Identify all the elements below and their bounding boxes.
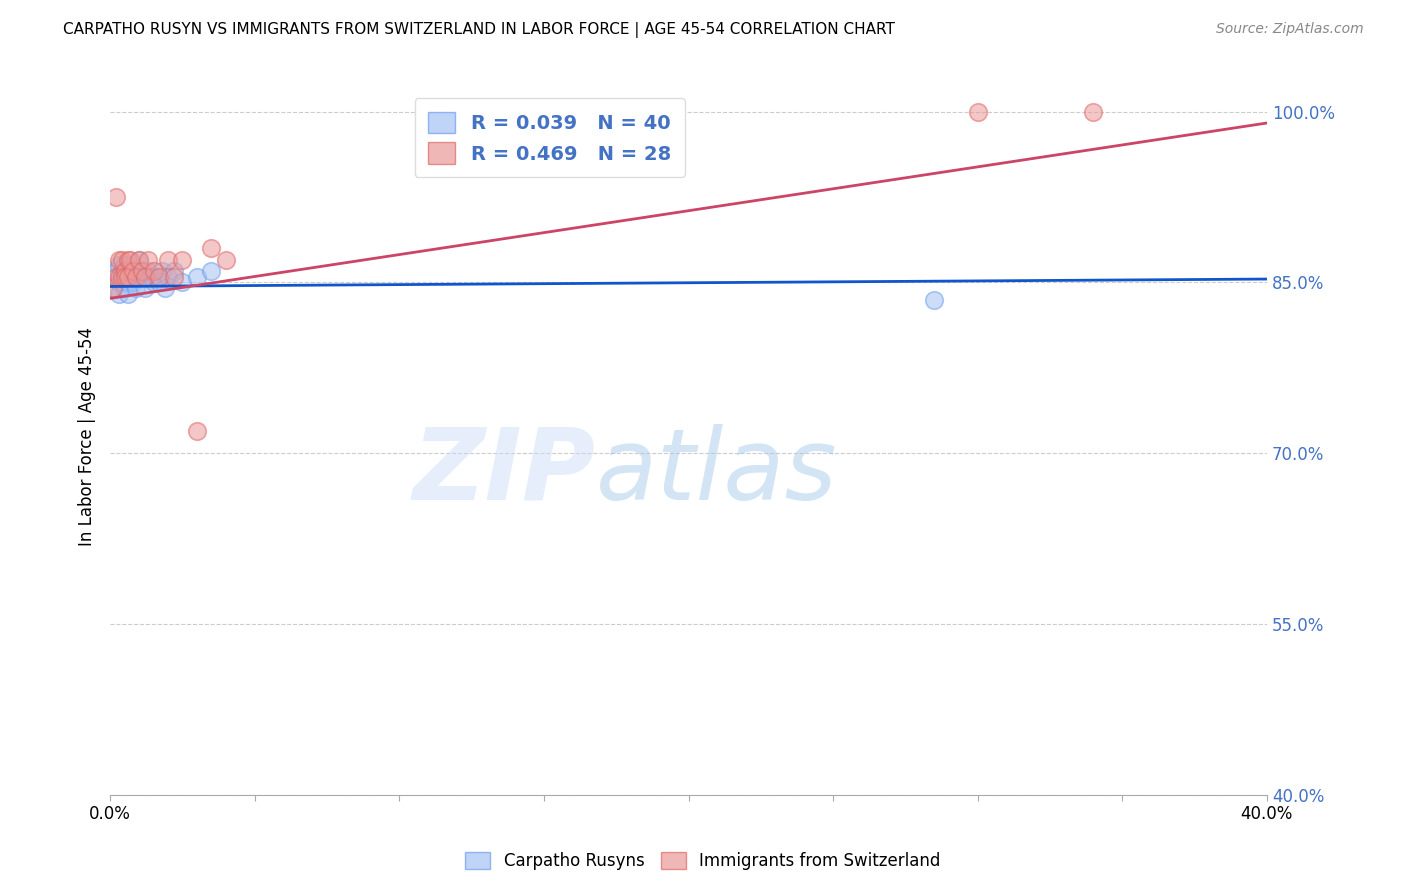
- Text: Source: ZipAtlas.com: Source: ZipAtlas.com: [1216, 22, 1364, 37]
- Point: [128, 252, 150, 267]
- Point: [150, 264, 173, 278]
- Point: [122, 264, 145, 278]
- Point: [108, 259, 131, 273]
- Point: [128, 264, 150, 278]
- Point: [142, 264, 165, 278]
- Point: [114, 259, 136, 273]
- Point: [114, 269, 136, 284]
- Point: [200, 264, 222, 278]
- Legend: R = 0.039   N = 40, R = 0.469   N = 28: R = 0.039 N = 40, R = 0.469 N = 28: [415, 98, 685, 178]
- Point: [148, 276, 170, 290]
- Point: [114, 264, 136, 278]
- Point: [156, 252, 179, 267]
- Point: [120, 259, 142, 273]
- Y-axis label: In Labor Force | Age 45-54: In Labor Force | Age 45-54: [79, 326, 96, 546]
- Point: [111, 269, 134, 284]
- Point: [120, 264, 142, 278]
- Point: [148, 269, 170, 284]
- Point: [924, 293, 946, 307]
- Point: [108, 286, 131, 301]
- Point: [145, 269, 167, 284]
- Point: [163, 269, 186, 284]
- Point: [136, 252, 159, 267]
- Text: ZIP: ZIP: [413, 424, 596, 521]
- Point: [200, 241, 222, 255]
- Point: [139, 269, 162, 284]
- Point: [108, 269, 131, 284]
- Point: [136, 264, 159, 278]
- Point: [104, 190, 127, 204]
- Point: [1083, 104, 1105, 119]
- Point: [134, 269, 156, 284]
- Point: [215, 252, 238, 267]
- Point: [101, 281, 124, 295]
- Point: [131, 264, 153, 278]
- Point: [131, 269, 153, 284]
- Point: [134, 281, 156, 295]
- Point: [122, 269, 145, 284]
- Point: [122, 264, 145, 278]
- Point: [104, 269, 127, 284]
- Point: [108, 252, 131, 267]
- Point: [117, 276, 139, 290]
- Point: [117, 286, 139, 301]
- Point: [114, 264, 136, 278]
- Point: [104, 264, 127, 278]
- Point: [125, 269, 148, 284]
- Point: [111, 264, 134, 278]
- Point: [114, 269, 136, 284]
- Point: [172, 276, 194, 290]
- Point: [128, 252, 150, 267]
- Point: [117, 252, 139, 267]
- Point: [125, 281, 148, 295]
- Point: [101, 281, 124, 295]
- Point: [114, 281, 136, 295]
- Point: [172, 252, 194, 267]
- Point: [111, 252, 134, 267]
- Point: [966, 104, 988, 119]
- Point: [163, 264, 186, 278]
- Point: [156, 269, 179, 284]
- Point: [142, 276, 165, 290]
- Point: [153, 281, 176, 295]
- Point: [104, 269, 127, 284]
- Point: [108, 276, 131, 290]
- Point: [122, 276, 145, 290]
- Point: [111, 269, 134, 284]
- Point: [111, 276, 134, 290]
- Point: [186, 269, 208, 284]
- Point: [117, 269, 139, 284]
- Point: [125, 269, 148, 284]
- Point: [117, 269, 139, 284]
- Point: [186, 424, 208, 438]
- Text: atlas: atlas: [596, 424, 838, 521]
- Point: [120, 252, 142, 267]
- Legend: Carpatho Rusyns, Immigrants from Switzerland: Carpatho Rusyns, Immigrants from Switzer…: [458, 845, 948, 877]
- Text: CARPATHO RUSYN VS IMMIGRANTS FROM SWITZERLAND IN LABOR FORCE | AGE 45-54 CORRELA: CARPATHO RUSYN VS IMMIGRANTS FROM SWITZE…: [63, 22, 896, 38]
